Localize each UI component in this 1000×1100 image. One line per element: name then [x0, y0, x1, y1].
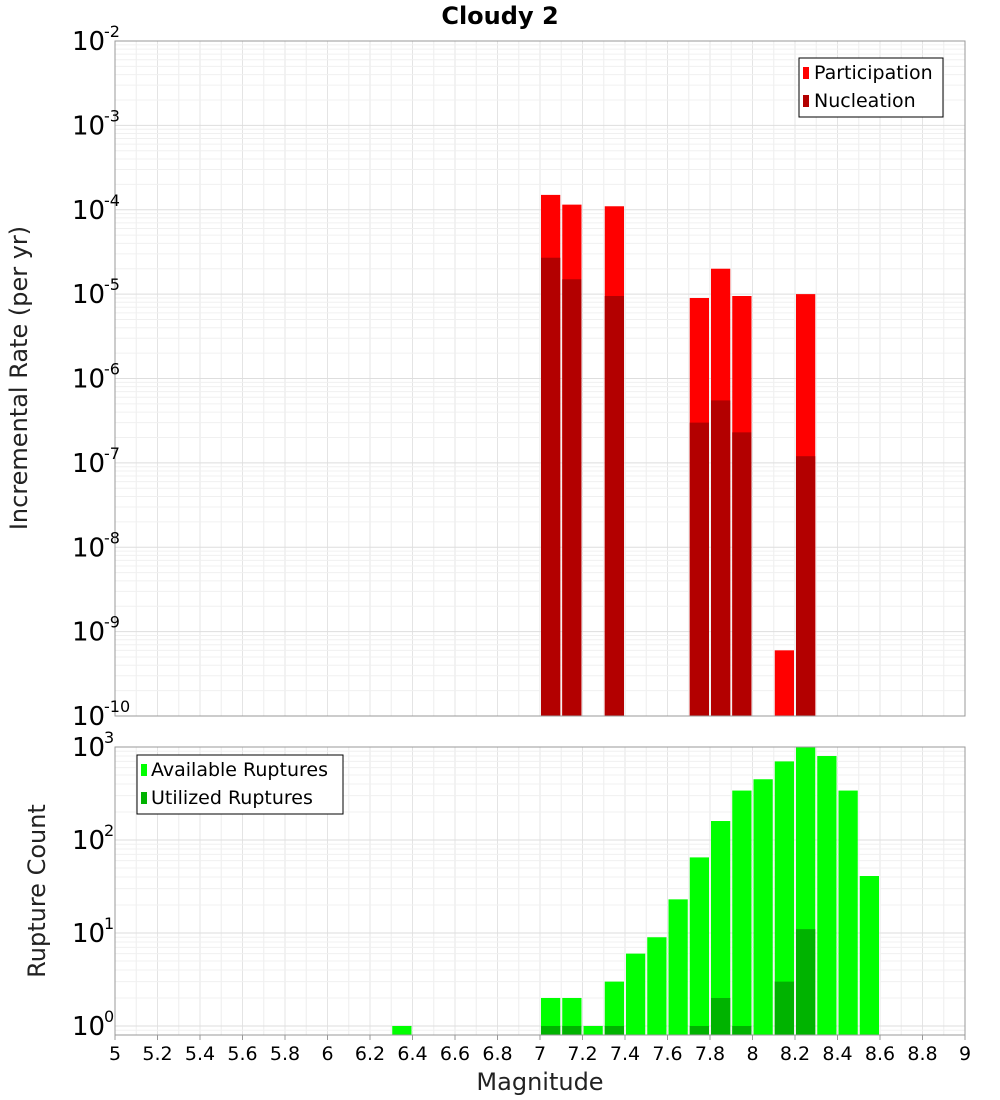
x-tick-label: 8.6 [865, 1043, 895, 1065]
bar-utilized-ruptures [541, 1026, 560, 1035]
y-tick-label: 10 [72, 618, 105, 648]
x-tick-label: 8.2 [780, 1043, 810, 1065]
y-tick-label: 10 [72, 365, 105, 395]
legend-label-participation: Participation [814, 62, 933, 84]
bar-utilized-ruptures [562, 1026, 581, 1035]
x-tick-label: 6.2 [355, 1043, 385, 1065]
y-tick-label: 10 [72, 1012, 105, 1042]
y-tick-label: 10 [72, 702, 105, 732]
top-panel-legend: Participation Nucleation [799, 58, 943, 117]
x-tick-label: 7.6 [652, 1043, 682, 1065]
bar-available-ruptures [690, 857, 709, 1035]
bar-utilized-ruptures [711, 998, 730, 1035]
y-tick-label: 10 [72, 280, 105, 310]
legend-swatch-participation [803, 67, 809, 79]
bar-available-ruptures [817, 756, 836, 1035]
x-tick-label: 5.4 [185, 1043, 215, 1065]
x-tick-label: 6.6 [440, 1043, 470, 1065]
chart-title: Cloudy 2 [441, 2, 558, 30]
y-tick-exponent: -5 [104, 275, 120, 294]
y-tick-exponent: -6 [104, 360, 120, 379]
x-tick-label: 5.2 [142, 1043, 172, 1065]
bar-available-ruptures [669, 899, 688, 1035]
bar-nucleation [796, 456, 815, 716]
bar-nucleation [711, 400, 730, 716]
bar-utilized-ruptures [732, 1026, 751, 1035]
y-tick-label: 10 [72, 196, 105, 226]
x-tick-label: 7.4 [610, 1043, 640, 1065]
legend-label-nucleation: Nucleation [814, 90, 916, 112]
x-tick-label: 7.8 [695, 1043, 725, 1065]
bar-nucleation [541, 258, 560, 716]
top-panel-y-label: Incremental Rate (per yr) [5, 226, 33, 530]
bar-available-ruptures [626, 954, 645, 1035]
y-tick-exponent: -9 [104, 613, 120, 632]
y-tick-label: 10 [72, 826, 105, 856]
legend-swatch-utilized-ruptures [141, 792, 147, 804]
x-tick-label: 5.8 [270, 1043, 300, 1065]
y-tick-exponent: -2 [104, 22, 120, 41]
top-panel-grid [115, 41, 965, 716]
y-tick-label: 10 [72, 919, 105, 949]
y-tick-exponent: -8 [104, 528, 120, 547]
y-tick-exponent: -10 [104, 697, 130, 716]
x-tick-label: 6.4 [397, 1043, 427, 1065]
y-tick-exponent: -3 [104, 106, 120, 125]
x-tick-label: 5 [109, 1043, 121, 1065]
x-tick-label: 9 [959, 1043, 971, 1065]
x-tick-label: 7 [534, 1043, 546, 1065]
legend-swatch-nucleation [803, 95, 809, 107]
x-tick-label: 6 [321, 1043, 333, 1065]
bar-participation [775, 650, 794, 716]
y-tick-exponent: 0 [104, 1007, 114, 1026]
bar-available-ruptures [584, 1026, 603, 1035]
x-axis-ticks: 5 5.2 5.4 5.6 5.8 6 6.2 6.4 6.6 6.8 7 7.2 7.4 7.6 7.8 8… [109, 1035, 971, 1065]
bar-available-ruptures [647, 937, 666, 1035]
legend-label-available-ruptures: Available Ruptures [151, 759, 328, 781]
x-tick-label: 8 [746, 1043, 758, 1065]
bar-available-ruptures [732, 791, 751, 1035]
y-tick-exponent: -7 [104, 444, 120, 463]
x-tick-label: 8.4 [822, 1043, 852, 1065]
x-tick-label: 6.8 [482, 1043, 512, 1065]
bar-nucleation [562, 279, 581, 716]
bar-nucleation [732, 432, 751, 716]
legend-swatch-available-ruptures [141, 764, 147, 776]
bar-utilized-ruptures [796, 929, 815, 1035]
y-tick-label: 10 [72, 27, 105, 57]
y-tick-label: 10 [72, 111, 105, 141]
bar-available-ruptures [754, 779, 773, 1035]
y-tick-label: 10 [72, 533, 105, 563]
bar-nucleation [605, 296, 624, 716]
y-tick-exponent: 1 [104, 914, 114, 933]
y-tick-label: 10 [72, 733, 105, 763]
bar-utilized-ruptures [775, 982, 794, 1035]
bar-utilized-ruptures [690, 1026, 709, 1035]
bar-utilized-ruptures [605, 1026, 624, 1035]
x-tick-label: 5.6 [227, 1043, 257, 1065]
bottom-panel-y-label: Rupture Count [23, 804, 51, 978]
bottom-panel-bars [392, 747, 879, 1035]
y-tick-exponent: 2 [104, 821, 114, 840]
legend-label-utilized-ruptures: Utilized Ruptures [151, 787, 313, 809]
bottom-panel-legend: Available Ruptures Utilized Ruptures [137, 755, 343, 814]
x-tick-label: 8.8 [907, 1043, 937, 1065]
x-axis-label: Magnitude [476, 1068, 603, 1096]
y-tick-label: 10 [72, 449, 105, 479]
bar-available-ruptures [839, 791, 858, 1035]
y-tick-exponent: 3 [104, 728, 114, 747]
bar-nucleation [690, 423, 709, 716]
bar-available-ruptures [860, 876, 879, 1035]
x-tick-label: 7.2 [567, 1043, 597, 1065]
y-tick-exponent: -4 [104, 191, 120, 210]
bar-available-ruptures [392, 1026, 411, 1035]
